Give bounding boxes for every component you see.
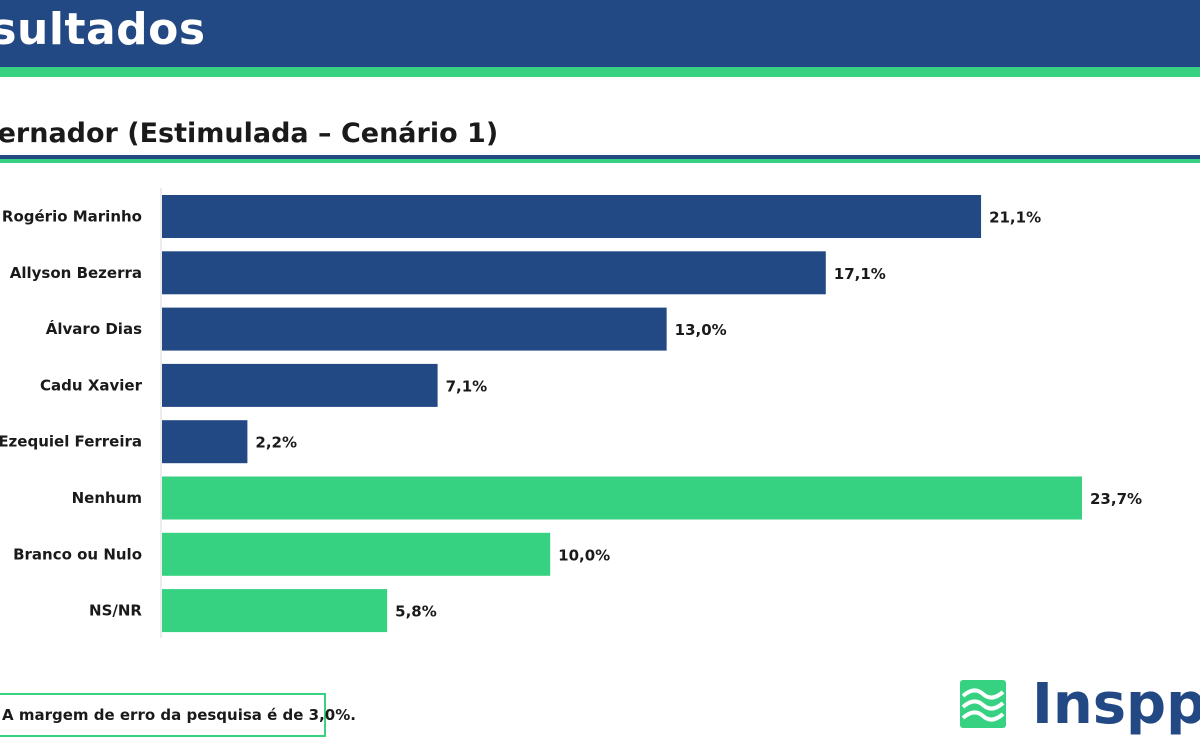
category-label: Cadu Xavier (40, 376, 143, 394)
category-label: Branco ou Nulo (13, 545, 142, 563)
subtitle-rule-green (0, 159, 1200, 163)
header-accent-strip (0, 67, 1200, 77)
bar-chart-svg: Rogério Marinho 21,1% Allyson Bezerra 17,1%… (0, 188, 1142, 638)
logo: Inspp (960, 672, 1200, 742)
bar-4 (162, 420, 248, 464)
value-label: 17,1% (834, 265, 886, 283)
bar-2 (162, 307, 667, 351)
subtitle-rule-blue (0, 155, 1200, 159)
category-label: Álvaro Dias (46, 319, 142, 338)
footnote-box: A margem de erro da pesquisa é de 3,0%. (0, 693, 356, 737)
bar-7 (162, 589, 388, 633)
header-banner: esultados (0, 0, 1200, 67)
chart-subtitle: vernador (Estimulada – Cenário 1) (0, 118, 499, 149)
wave-stripes-icon (960, 680, 1006, 728)
category-label: Allyson Bezerra (10, 264, 142, 282)
category-label: Nenhum (72, 489, 142, 507)
bar-6 (162, 532, 551, 576)
value-label: 2,2% (255, 434, 297, 452)
page-title: esultados (0, 4, 206, 55)
value-label: 23,7% (1090, 490, 1142, 508)
category-label: NS/NR (89, 602, 142, 620)
value-label: 10,0% (558, 546, 610, 564)
bar-0 (162, 195, 982, 238)
value-label: 5,8% (395, 603, 437, 621)
logo-text: Inspp (1032, 672, 1200, 737)
value-label: 21,1% (989, 209, 1041, 227)
bar-3 (162, 363, 438, 407)
bar-5 (162, 476, 1082, 520)
bar-chart: Rogério Marinho 21,1% Allyson Bezerra 17,1%… (0, 180, 1200, 640)
value-label: 7,1% (446, 377, 488, 395)
value-label: 13,0% (675, 321, 727, 339)
footnote-text: A margem de erro da pesquisa é de 3,0%. (2, 706, 356, 724)
bars-group: Rogério Marinho 21,1% Allyson Bezerra 17,1%… (0, 195, 1142, 633)
category-label: Rogério Marinho (2, 208, 142, 226)
category-label: Ezequiel Ferreira (0, 433, 142, 451)
bar-1 (162, 251, 826, 295)
